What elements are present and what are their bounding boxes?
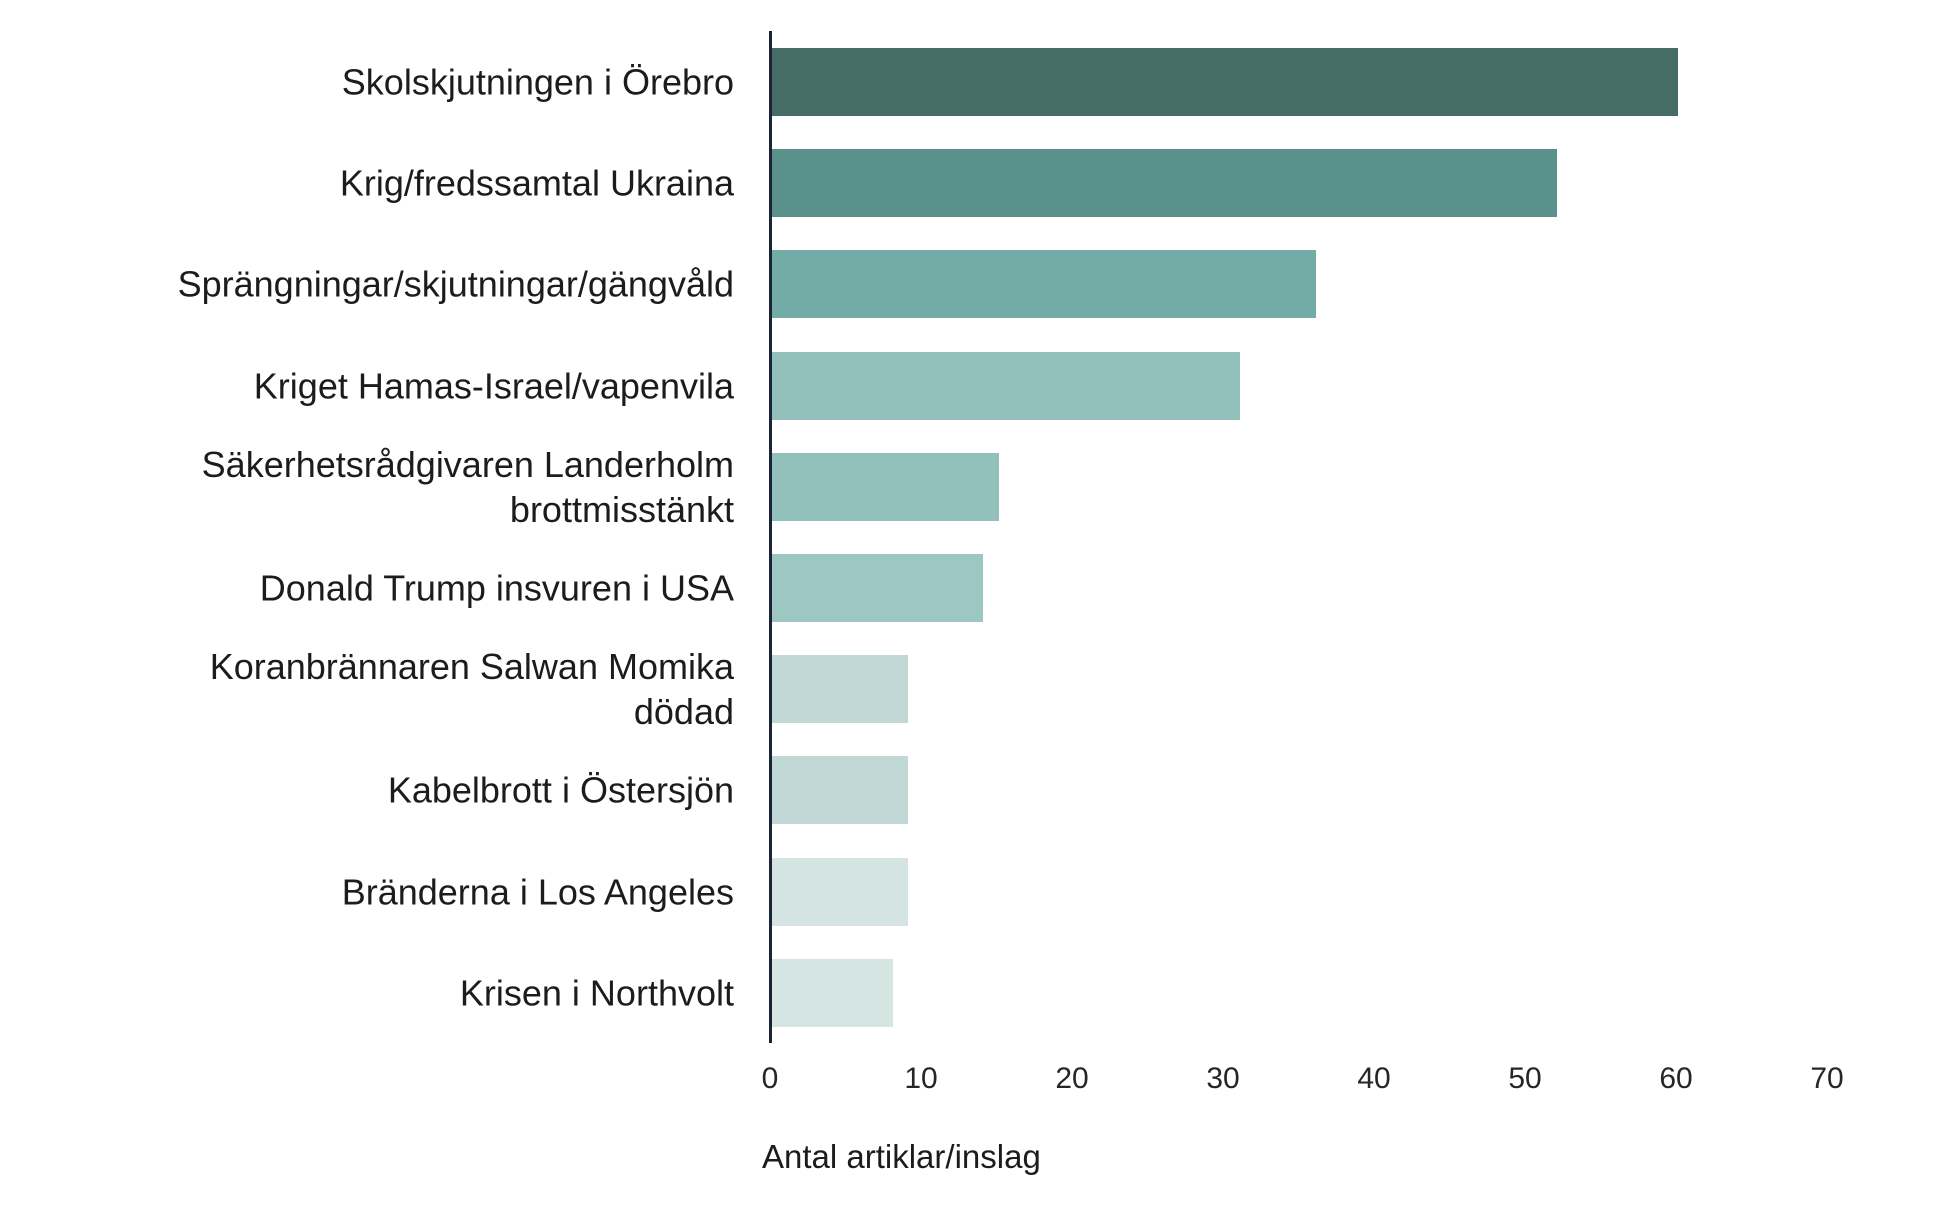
- x-tick-label: 20: [1055, 1062, 1089, 1095]
- bar: [772, 756, 908, 825]
- category-label: Kriget Hamas-Israel/vapenvila: [253, 365, 734, 407]
- category-label: Krig/fredssamtal Ukraina: [339, 162, 734, 204]
- chart-row: Koranbrännaren Salwan Momika dödad: [0, 638, 1936, 740]
- x-tick-label: 10: [904, 1062, 938, 1095]
- bar: [772, 857, 908, 926]
- category-label: Kabelbrott i Östersjön: [387, 769, 734, 811]
- chart-row: Kriget Hamas-Israel/vapenvila: [0, 335, 1936, 437]
- chart-row: Krig/fredssamtal Ukraina: [0, 132, 1936, 234]
- x-tick-label: 40: [1357, 1062, 1391, 1095]
- bar: [772, 48, 1678, 116]
- chart-row: Krisen i Northvolt: [0, 942, 1936, 1044]
- x-tick-label: 50: [1508, 1062, 1542, 1095]
- x-axis-title: Antal artiklar/inslag: [762, 1138, 1041, 1175]
- chart-row: Bränderna i Los Angeles: [0, 841, 1936, 943]
- category-label: Koranbrännaren Salwan Momika dödad: [209, 646, 734, 733]
- category-label: Krisen i Northvolt: [459, 972, 734, 1014]
- x-tick-label: 30: [1206, 1062, 1240, 1095]
- category-label: Säkerhetsrådgivaren Landerholm brottmiss…: [201, 443, 734, 530]
- category-label: Skolskjutningen i Örebro: [341, 61, 734, 103]
- bar: [772, 958, 893, 1027]
- category-label: Bränderna i Los Angeles: [341, 871, 734, 913]
- chart-row: Kabelbrott i Östersjön: [0, 739, 1936, 841]
- chart-row: Donald Trump insvuren i USA: [0, 537, 1936, 639]
- x-tick-label: 0: [761, 1062, 779, 1095]
- y-axis-line: [769, 31, 772, 1043]
- bar: [772, 149, 1558, 218]
- category-label: Donald Trump insvuren i USA: [259, 567, 734, 609]
- bar: [772, 655, 908, 724]
- bar: [772, 250, 1316, 319]
- category-label: Sprängningar/skjutningar/gängvåld: [177, 263, 734, 305]
- x-tick-label: 60: [1659, 1062, 1693, 1095]
- bar: [772, 554, 984, 622]
- chart-row: Sprängningar/skjutningar/gängvåld: [0, 233, 1936, 335]
- chart-row: Skolskjutningen i Örebro: [0, 31, 1936, 133]
- bar: [772, 452, 999, 521]
- x-tick-label: 70: [1810, 1062, 1844, 1095]
- bar: [772, 351, 1241, 420]
- chart-row: Säkerhetsrådgivaren Landerholm brottmiss…: [0, 436, 1936, 538]
